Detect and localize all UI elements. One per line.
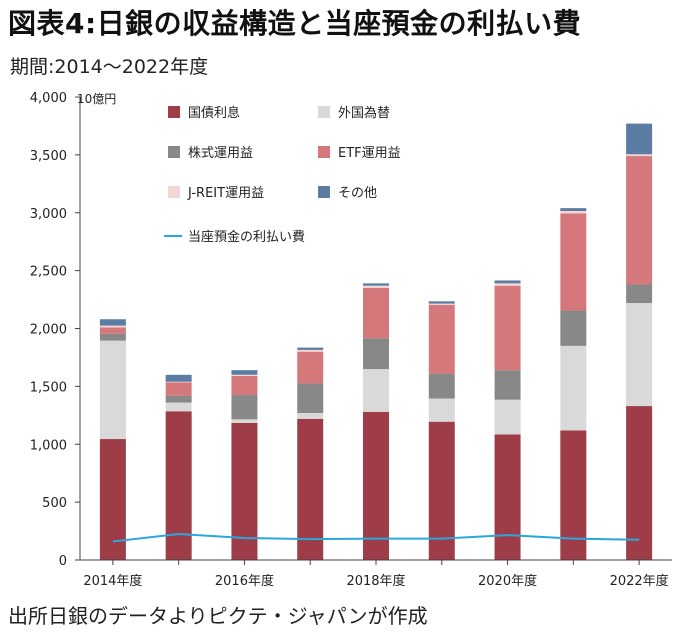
bar-segment — [297, 383, 324, 413]
bar-segment — [428, 303, 455, 305]
legend-label: ETF運用益 — [338, 146, 401, 161]
y-tick-label: 500 — [42, 496, 67, 511]
legend-label: J-REIT運用益 — [187, 186, 264, 201]
bar-segment — [428, 301, 455, 304]
bar-segment — [99, 325, 126, 328]
bar-segment — [494, 434, 521, 560]
legend-label: 外国為替 — [338, 105, 390, 121]
y-tick-label: 2,000 — [30, 323, 67, 338]
bar-segment — [297, 418, 324, 560]
legend-swatch — [318, 106, 330, 118]
y-tick-label: 3,500 — [30, 149, 67, 164]
x-tick-label: 2018年度 — [346, 573, 405, 589]
bar-segment — [560, 345, 587, 431]
interest-line-series — [112, 532, 640, 543]
x-tick-label: 2016年度 — [215, 573, 274, 589]
legend-label: その他 — [338, 186, 377, 201]
bar-segment — [231, 419, 258, 423]
bar-segment — [626, 303, 653, 407]
bar-segment — [231, 370, 258, 375]
bar-segment — [99, 319, 126, 326]
legend-swatch — [318, 146, 330, 158]
bar-segment — [231, 395, 258, 420]
bar-segment — [560, 310, 587, 346]
bar-segment — [297, 347, 324, 350]
bar-segment — [560, 213, 587, 311]
y-tick-label: 2,500 — [30, 265, 67, 280]
bar-segment — [165, 374, 192, 382]
legend-swatch — [168, 106, 180, 118]
bar-segment — [428, 304, 455, 374]
y-tick-label: 1,500 — [30, 380, 67, 395]
period-label: 期間:2014〜2022年度 — [10, 56, 209, 78]
bar-segment — [428, 373, 455, 399]
bar-segment — [297, 351, 324, 384]
bar-segment — [494, 370, 521, 400]
bar-segment — [494, 283, 521, 286]
legend-swatch — [168, 146, 180, 158]
x-axis: 2014年度 2016年度 2018年度 2020年度 2022年度 — [80, 559, 672, 589]
bar-segment — [363, 285, 389, 288]
y-unit-label: 10億円 — [77, 92, 116, 106]
bar-segment — [494, 399, 521, 435]
bar-segment — [560, 211, 587, 214]
bar-segment — [231, 375, 258, 396]
bar-segment — [560, 430, 587, 560]
bar-segment — [363, 411, 389, 560]
bar-segment — [99, 333, 126, 341]
bar-segment — [165, 382, 192, 396]
legend-swatch — [318, 186, 330, 198]
bar-segment — [626, 123, 653, 155]
bar-segment — [494, 280, 521, 284]
bar-segment — [560, 208, 587, 212]
y-tick-label: 1,000 — [30, 438, 67, 453]
legend-swatch — [168, 186, 180, 198]
bar-segment — [626, 156, 653, 285]
y-tick-label: 3,000 — [30, 207, 67, 222]
bar-segment — [297, 349, 324, 352]
chart-title: 図表4:日銀の収益構造と当座預金の利払い費 — [8, 7, 582, 40]
bar-segment — [297, 412, 324, 419]
source-note: 出所日銀のデータよりピクテ・ジャパンが作成 — [8, 604, 428, 628]
legend-label: 国債利息 — [188, 105, 240, 121]
y-tick-label: 4,000 — [30, 91, 67, 106]
bar-segment — [626, 154, 653, 157]
bar-segment — [494, 285, 521, 371]
bar-segment — [99, 439, 126, 560]
legend-label: 当座預金の利払い費 — [188, 229, 305, 245]
bar-segment — [626, 406, 653, 560]
x-tick-label: 2022年度 — [610, 573, 669, 589]
bar-segment — [626, 284, 653, 304]
bar-segment — [165, 402, 192, 412]
bar-segment — [231, 374, 258, 376]
bar-segment — [165, 395, 192, 403]
bar-segment — [165, 381, 192, 383]
bar-segment — [231, 422, 258, 560]
y-tick-label: 0 — [59, 554, 67, 569]
bar-segment — [99, 327, 126, 334]
x-tick-label: 2020年度 — [478, 573, 537, 589]
legend-label: 株式運用益 — [188, 146, 253, 161]
bar-segment — [363, 369, 389, 412]
y-axis: 0 500 1,000 1,500 2,000 2,500 3,000 3,500 4,000 — [30, 91, 81, 569]
bar-segment — [363, 287, 389, 339]
bar-segment — [428, 398, 455, 422]
bar-segment — [428, 421, 455, 560]
x-tick-label: 2014年度 — [83, 573, 142, 589]
bar-segment — [99, 340, 126, 440]
bar-segment — [363, 338, 389, 370]
bar-segment — [363, 283, 389, 286]
bar-segment — [165, 411, 192, 560]
